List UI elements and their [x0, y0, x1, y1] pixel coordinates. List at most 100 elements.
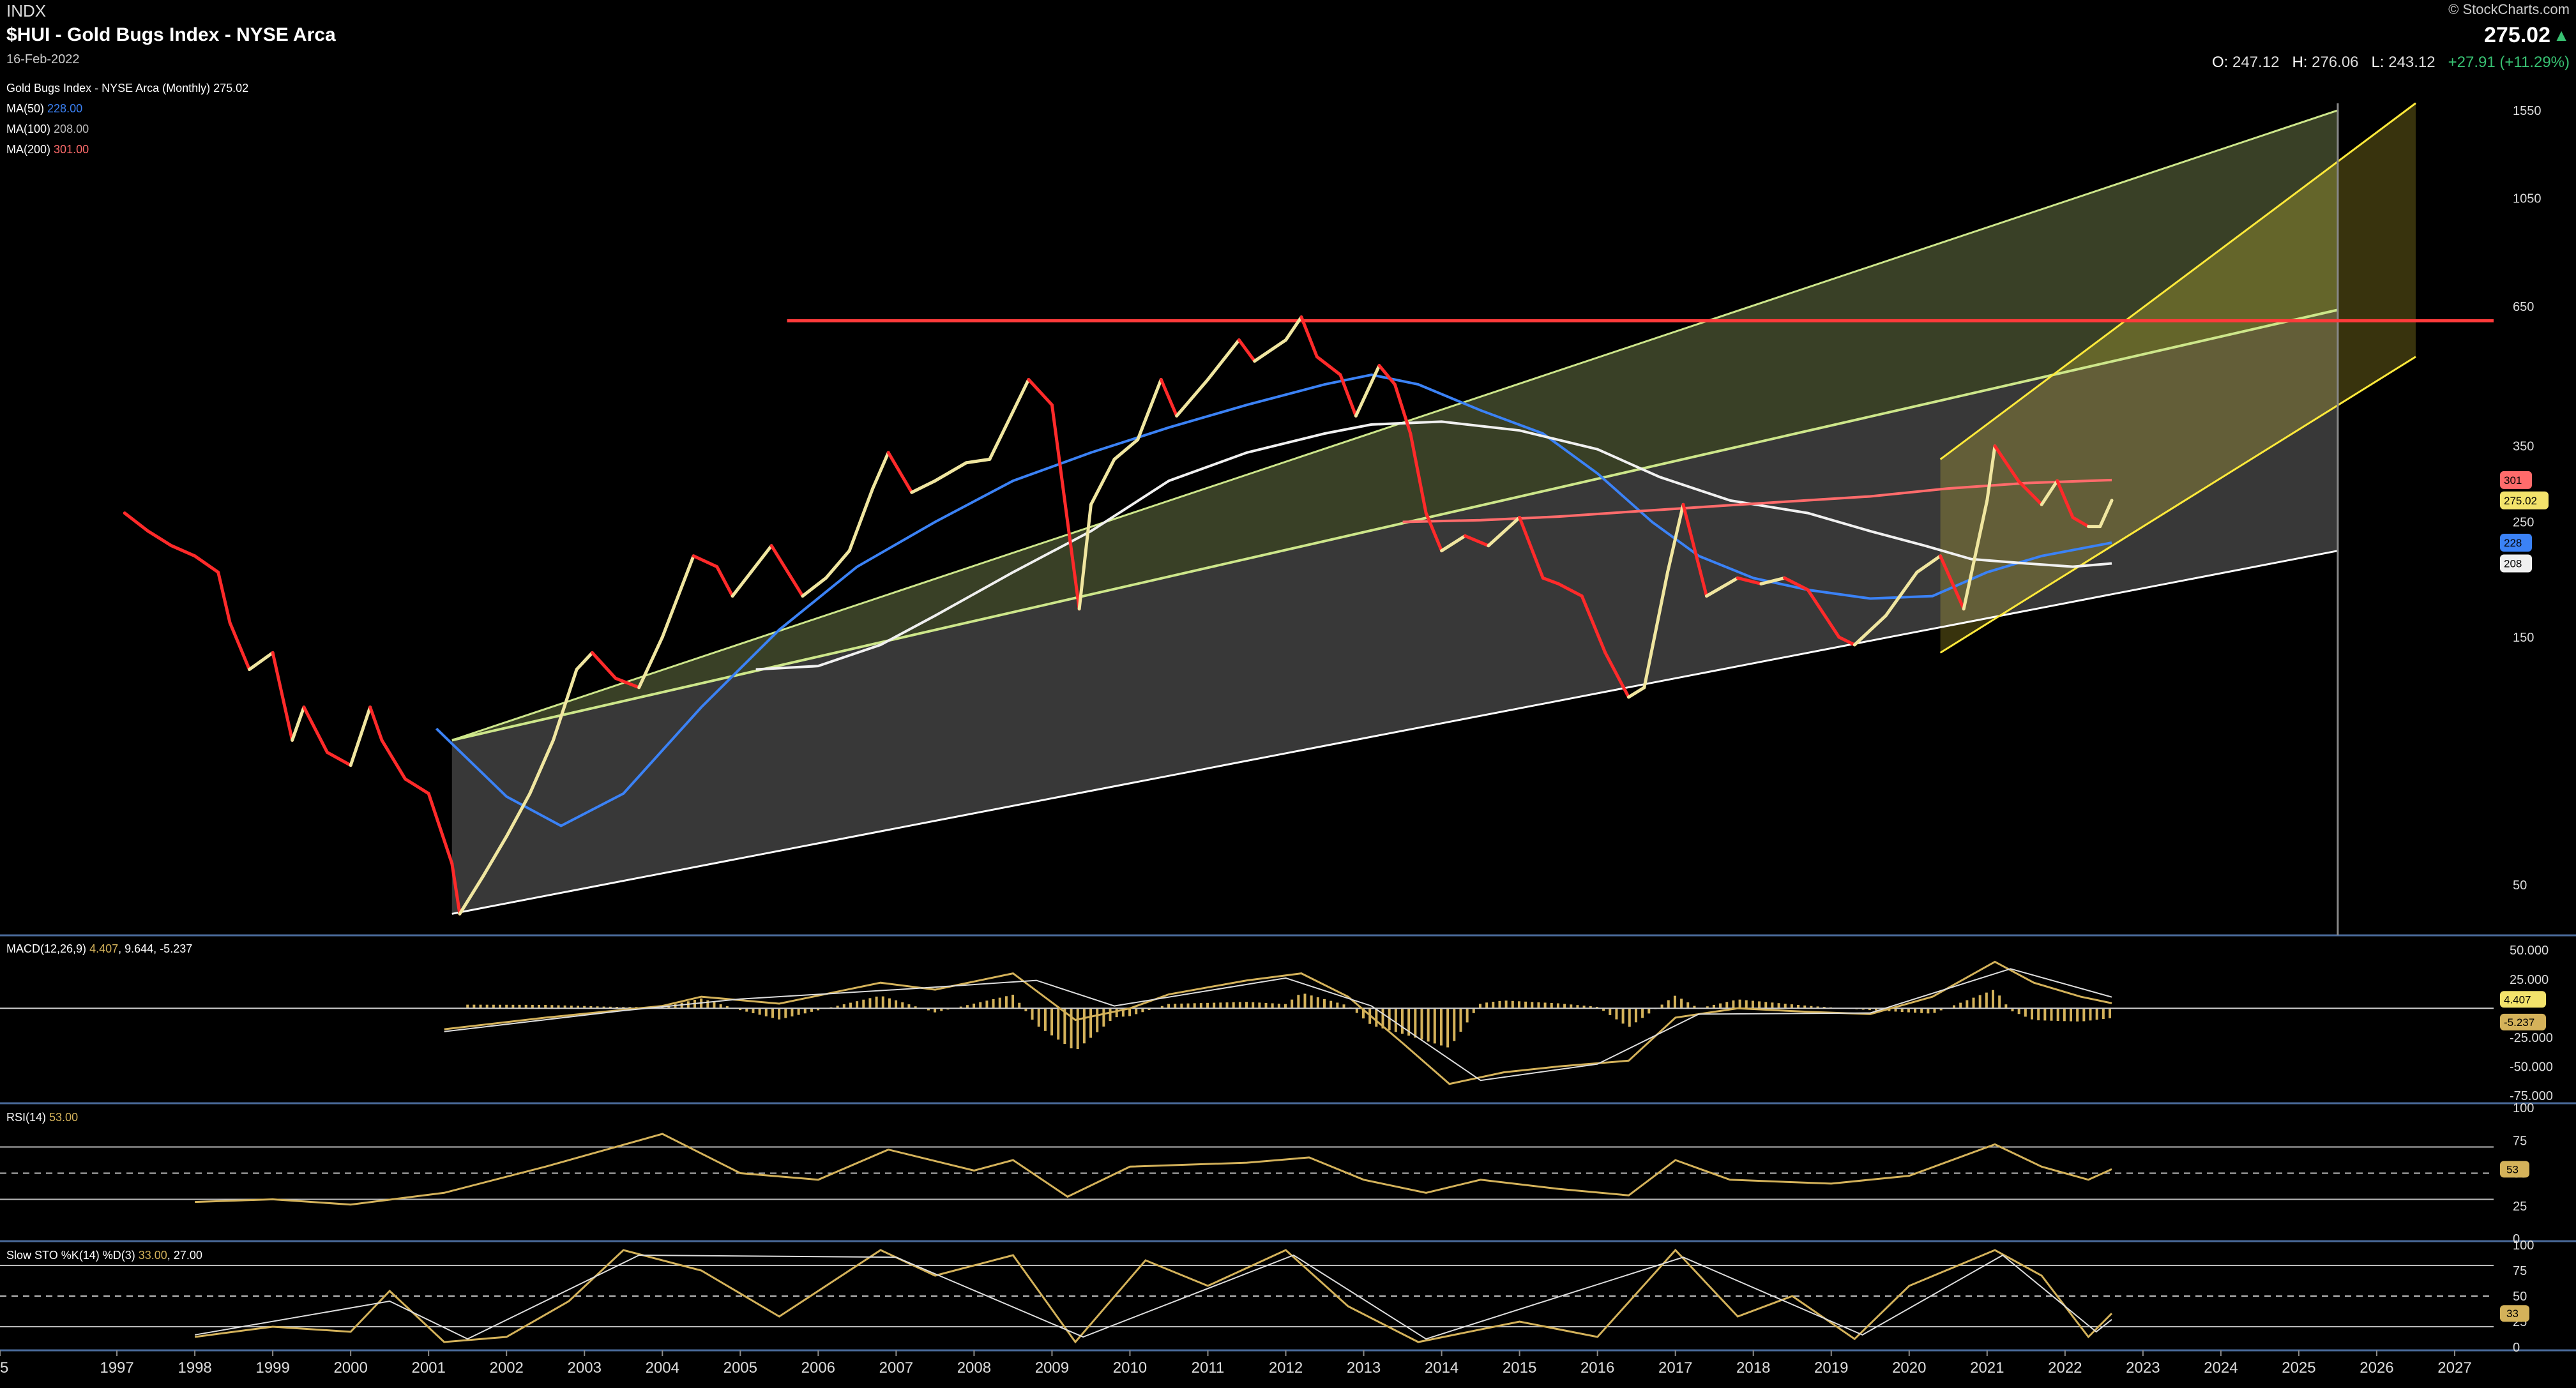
price-segment	[123, 511, 150, 533]
x-tick-label: 2022	[2048, 1359, 2082, 1377]
ma100-line	[755, 420, 2112, 671]
price-segment	[871, 451, 890, 490]
copyright: © StockCharts.com	[2448, 1, 2570, 17]
macd-tick-label: -25.000	[2510, 1031, 2553, 1045]
rsi-price-label-box	[2500, 1161, 2529, 1178]
price-segment	[193, 554, 220, 574]
price-segment	[1237, 338, 1257, 363]
sto-tick-label: 100	[2513, 1239, 2534, 1253]
x-tick-label: 2013	[1347, 1359, 1381, 1377]
price-segment	[146, 529, 173, 548]
price-segment	[1704, 576, 1739, 598]
price-segment	[1852, 614, 1888, 647]
price-segment	[1159, 377, 1179, 418]
price-segment	[1253, 338, 1288, 363]
macd-signal-line	[444, 968, 2112, 1082]
price-segment	[1315, 355, 1342, 377]
price-segment	[692, 554, 719, 569]
price-segment	[404, 777, 430, 796]
macd-legend: MACD(12,26,9) 4.407, 9.644, -5.237	[6, 942, 193, 955]
price-segment	[1089, 457, 1116, 506]
price-segment	[1377, 364, 1397, 386]
y-tick-label: 50	[2513, 879, 2527, 893]
price-segment	[1299, 315, 1319, 359]
macd-tick-label: -50.000	[2510, 1060, 2553, 1074]
price-segment	[216, 570, 232, 624]
x-tick-label: 2015	[1503, 1359, 1536, 1377]
high-label: H:	[2292, 54, 2308, 71]
green-channel-upper	[451, 109, 2338, 741]
x-tick-label: 2026	[2360, 1359, 2393, 1377]
rsi-tick-label: 100	[2513, 1101, 2534, 1115]
y-tick-label: 650	[2513, 300, 2534, 314]
last-price: 275.02	[2484, 23, 2550, 47]
white-channel-fill	[451, 310, 2338, 914]
price-segment	[1681, 502, 1708, 598]
series-legend: Gold Bugs Index - NYSE Arca (Monthly) 27…	[6, 82, 249, 94]
x-tick-label: 2023	[2126, 1359, 2160, 1377]
price-segment	[660, 554, 695, 639]
high-value: 276.06	[2312, 54, 2359, 71]
x-tick-label: 1997	[100, 1359, 133, 1377]
price-segment	[228, 621, 251, 672]
price-segment	[169, 544, 197, 558]
price-segment	[458, 874, 485, 916]
price-segment	[1806, 588, 1841, 639]
price-segment	[1884, 570, 1919, 617]
price-label-box	[2500, 491, 2549, 509]
price-segment	[1603, 651, 1630, 699]
price-segment	[824, 549, 851, 580]
price-segment	[1077, 502, 1093, 611]
price-segment	[349, 705, 372, 767]
price-label: 228	[2504, 537, 2522, 549]
rsi-value: 53.00	[49, 1111, 79, 1124]
price-segment	[1993, 444, 2020, 483]
macd-hist-value: -5.237	[160, 942, 193, 955]
y-tick-label: 150	[2513, 631, 2534, 645]
macd-tick-label: -75.000	[2510, 1089, 2553, 1103]
price-segment	[1424, 511, 1444, 553]
price-segment	[2017, 479, 2043, 506]
ma50-label: MA(50)	[6, 102, 45, 115]
price-segment	[801, 576, 828, 598]
price-segment	[910, 479, 937, 494]
price-segment	[1027, 377, 1054, 407]
price-segment	[1003, 377, 1031, 430]
price-segment	[1284, 315, 1303, 342]
price-segment	[1518, 516, 1545, 580]
price-segment	[731, 544, 773, 598]
rsi-legend: RSI(14) 53.00	[6, 1111, 78, 1124]
macd-value: 4.407	[89, 942, 119, 955]
price-segment	[450, 861, 462, 916]
price-segment	[1206, 338, 1241, 381]
price-label: 275.02	[2504, 495, 2537, 507]
price-segment	[1939, 554, 1966, 611]
ma200-value: 301.00	[54, 143, 89, 156]
up-arrow-icon: ▲	[2553, 26, 2570, 45]
ma100-label: MA(100)	[6, 123, 51, 135]
price-segment	[528, 738, 555, 796]
price-segment	[1915, 554, 1943, 574]
sto-k-line	[194, 1248, 2113, 1344]
rsi-price-label: 53	[2506, 1163, 2519, 1175]
price-segment	[1175, 377, 1209, 418]
white-channel-lower	[451, 550, 2338, 915]
price-segment	[2040, 479, 2059, 506]
macd-title: MACD(12,26,9)	[6, 942, 87, 955]
price-segment	[1112, 438, 1140, 461]
macd-signal-value: 9.644	[125, 942, 154, 955]
price-segment	[427, 792, 454, 865]
x-tick-label: 2025	[2282, 1359, 2315, 1377]
macd-price-label: -5.237	[2504, 1016, 2534, 1029]
x-tick-label: 2027	[2437, 1359, 2471, 1377]
price-segment	[368, 705, 384, 742]
x-tick-label: 2003	[568, 1359, 602, 1377]
ma200-legend: MA(200) 301.00	[6, 143, 89, 156]
sto-legend: Slow STO %K(14) %D(3) 33.00, 27.00	[6, 1249, 202, 1262]
price-label: 208	[2504, 557, 2522, 570]
yellow-channel-fill	[1940, 103, 2416, 653]
low-value: 243.12	[2388, 54, 2436, 71]
price-segment	[886, 451, 914, 494]
sto-tick-label: 75	[2513, 1264, 2527, 1278]
